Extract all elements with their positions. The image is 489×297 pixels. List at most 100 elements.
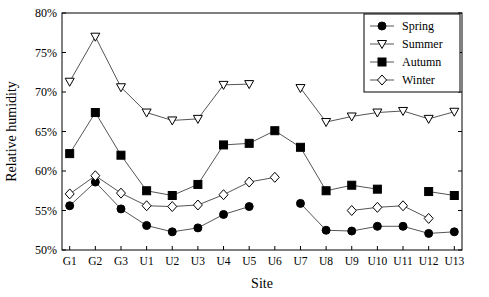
x-tick — [300, 246, 301, 250]
y-axis-label: Relative humidity — [4, 81, 19, 182]
x-tick — [351, 246, 352, 250]
x-tick-label: U9 — [345, 255, 359, 267]
x-tick-label: U13 — [444, 255, 464, 267]
data-point — [348, 181, 356, 189]
x-tick-label: G2 — [88, 255, 102, 267]
x-tick — [120, 246, 121, 250]
x-tick — [454, 246, 455, 250]
data-point — [91, 171, 100, 181]
data-point — [373, 222, 381, 230]
y-tick — [62, 52, 66, 53]
x-tick — [95, 246, 96, 250]
data-point — [168, 117, 177, 125]
y-tick-label: 80% — [35, 6, 57, 20]
x-tick-label: U3 — [191, 255, 205, 267]
legend: SpringSummerAutumnWinter — [364, 14, 460, 92]
x-tick-label: U1 — [140, 255, 154, 267]
data-point — [348, 227, 356, 235]
data-point — [347, 206, 356, 216]
data-point — [399, 107, 408, 115]
data-point — [425, 229, 433, 237]
data-point — [168, 228, 176, 236]
data-point — [373, 109, 382, 117]
legend-marker — [378, 22, 386, 30]
y-tick-label: 70% — [35, 85, 57, 99]
data-point — [296, 85, 305, 93]
x-tick-label: U10 — [367, 255, 387, 267]
data-point — [143, 222, 151, 230]
data-point — [271, 127, 279, 135]
data-point — [322, 226, 330, 234]
x-tick-label: G1 — [63, 255, 77, 267]
y-tick — [458, 210, 462, 211]
legend-label: Autumn — [402, 55, 441, 69]
data-point — [245, 177, 254, 187]
legend-label: Summer — [402, 37, 443, 51]
x-tick-label: U2 — [165, 255, 179, 267]
data-point — [142, 109, 151, 117]
x-axis-label: Site — [251, 276, 273, 291]
data-point — [65, 189, 74, 199]
data-point — [91, 109, 99, 117]
x-tick — [403, 246, 404, 250]
data-point — [193, 115, 202, 123]
series-line — [70, 176, 429, 219]
x-tick — [146, 246, 147, 250]
data-point — [373, 185, 381, 193]
data-point — [220, 141, 228, 149]
data-point — [245, 139, 253, 147]
x-tick-label: U8 — [319, 255, 333, 267]
data-point — [347, 113, 356, 121]
legend-marker — [378, 41, 387, 49]
data-point — [322, 187, 330, 195]
plot-frame — [62, 13, 462, 250]
x-tick — [223, 246, 224, 250]
data-point — [399, 222, 407, 230]
x-tick — [69, 246, 70, 250]
data-point — [193, 200, 202, 210]
x-tick — [197, 246, 198, 250]
x-tick — [377, 246, 378, 250]
x-tick-label: U7 — [293, 255, 307, 267]
x-tick — [172, 246, 173, 250]
data-point — [117, 205, 125, 213]
x-tick-label: U4 — [217, 255, 231, 267]
data-point — [450, 228, 458, 236]
data-point — [116, 84, 125, 92]
y-tick-label: 65% — [35, 125, 57, 139]
x-tick-label: U6 — [268, 255, 282, 267]
y-tick — [62, 131, 66, 132]
data-point — [66, 202, 74, 210]
x-tick — [249, 246, 250, 250]
chart: 50%55%60%65%70%75%80%G1G2G3U1U2U3U4U5U6U… — [0, 0, 489, 297]
y-tick — [62, 210, 66, 211]
data-point — [373, 202, 382, 212]
x-tick-label: U5 — [242, 255, 256, 267]
data-point — [245, 203, 253, 211]
data-point — [322, 119, 331, 127]
series-line — [70, 113, 455, 196]
x-tick-label: U11 — [393, 255, 413, 267]
data-point — [219, 81, 228, 89]
x-tick — [326, 246, 327, 250]
data-point — [450, 108, 459, 116]
data-point — [399, 201, 408, 211]
data-point — [245, 81, 254, 89]
data-point — [116, 188, 125, 198]
data-point — [194, 224, 202, 232]
data-point — [194, 180, 202, 188]
data-point — [450, 191, 458, 199]
y-tick-label: 75% — [35, 46, 57, 60]
data-point — [168, 202, 177, 212]
y-tick — [458, 131, 462, 132]
legend-label: Winter — [402, 73, 435, 87]
data-point — [296, 199, 304, 207]
y-tick-label: 50% — [35, 243, 57, 257]
data-point — [168, 191, 176, 199]
legend-marker — [378, 75, 387, 85]
data-point — [270, 172, 279, 182]
x-tick — [428, 246, 429, 250]
legend-marker — [378, 58, 386, 66]
data-point — [296, 143, 304, 151]
data-point — [220, 210, 228, 218]
